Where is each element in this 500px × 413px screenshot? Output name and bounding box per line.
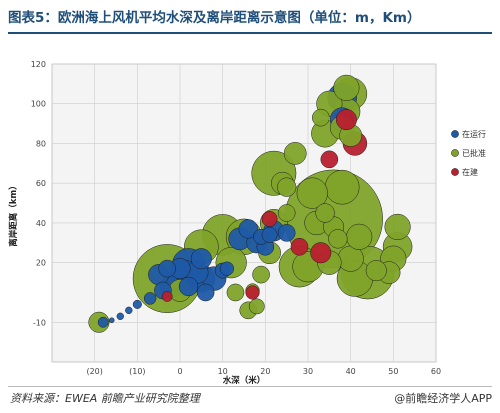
y-tick-label: 60 <box>36 179 46 188</box>
legend-marker <box>451 149 459 157</box>
bubble-point <box>261 226 278 243</box>
x-tick-label: 20 <box>260 367 270 376</box>
bubble-point <box>190 248 212 270</box>
legend-label: 在建 <box>462 167 478 177</box>
legend-label: 在运行 <box>462 129 486 139</box>
bubble-point <box>161 291 173 302</box>
footer-credit: @前瞻经济学人APP <box>394 392 492 405</box>
bubble-point <box>346 223 373 250</box>
bubble-point <box>333 74 360 101</box>
legend-label: 已批准 <box>462 148 486 158</box>
legend-marker <box>451 168 459 176</box>
bubble-point <box>277 177 297 197</box>
bubble-point <box>365 260 387 282</box>
grid-lines <box>52 63 437 362</box>
bubble-point <box>158 259 176 278</box>
y-tick-label: 40 <box>36 219 46 228</box>
source-note: 资料来源：EWEA 前瞻产业研究院整理 <box>10 392 200 405</box>
bubble-point <box>226 283 245 302</box>
bubble-point <box>324 169 360 205</box>
bubble-point <box>238 219 258 239</box>
bubble-point <box>143 292 157 305</box>
bubble-point <box>290 237 309 256</box>
bubble-point <box>116 312 124 320</box>
y-tick-label: 120 <box>31 60 46 69</box>
bubble-point <box>261 211 278 227</box>
footer-divider <box>8 386 492 387</box>
bubble-point <box>108 317 115 324</box>
bubble-point <box>277 204 296 222</box>
bubble-point <box>310 242 332 264</box>
x-axis-ticks: (20) (10) 0 10 20 30 40 50 60 <box>86 367 441 376</box>
bubble-point <box>196 283 215 302</box>
bubble-point <box>315 203 335 223</box>
page-title: 图表5：欧洲海上风机平均水深及离岸距离示意图（单位：m，Km） <box>8 10 421 26</box>
bubble-point <box>328 229 348 249</box>
title-divider <box>8 32 492 34</box>
bubble-point <box>248 298 265 315</box>
y-tick-label: -10 <box>33 318 46 327</box>
bubble-point <box>283 142 307 165</box>
bubble-point <box>296 177 328 209</box>
y-tick-label: 80 <box>36 139 46 148</box>
bubble-point <box>252 265 270 284</box>
bubble-series <box>88 74 413 333</box>
x-tick-label: 60 <box>431 367 441 376</box>
bubble-point <box>97 316 109 328</box>
x-tick-label: 0 <box>177 367 182 376</box>
bubble-point <box>384 213 411 240</box>
x-tick-label: 30 <box>303 367 313 376</box>
bubble-point <box>335 109 357 131</box>
bubble-point <box>178 276 199 297</box>
x-tick-label: (10) <box>129 367 145 376</box>
legend-marker <box>451 130 459 138</box>
y-axis-title: 离岸距离（km） <box>8 181 19 247</box>
x-tick-label: 40 <box>346 367 356 376</box>
x-axis-title: 水深（米） <box>222 375 266 386</box>
bubble-point <box>320 150 339 169</box>
bubble-point <box>245 285 260 300</box>
bubble-point <box>125 306 133 315</box>
x-tick-label: 10 <box>218 367 228 376</box>
bubble-point <box>219 261 235 276</box>
y-tick-label: 20 <box>36 259 46 268</box>
x-tick-label: 50 <box>388 367 398 376</box>
bubble-point <box>312 108 330 127</box>
x-tick-label: (20) <box>86 367 102 376</box>
bubble-point <box>132 299 142 309</box>
bubble-point <box>277 224 296 242</box>
y-axis-ticks: -10 20 40 60 80 100 120 <box>31 60 46 327</box>
y-tick-label: 100 <box>31 100 46 109</box>
